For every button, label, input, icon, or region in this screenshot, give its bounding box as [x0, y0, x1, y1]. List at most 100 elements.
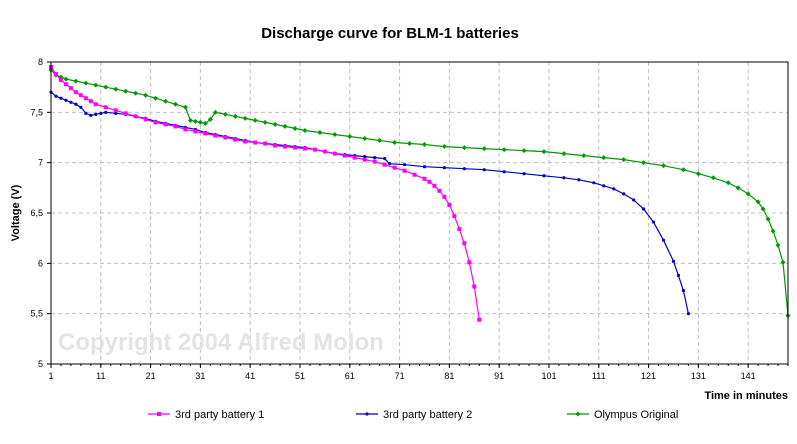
data-point [252, 117, 258, 123]
data-point [457, 227, 462, 232]
data-point [363, 155, 367, 159]
data-point [332, 131, 338, 137]
data-point [477, 317, 482, 322]
data-point [680, 167, 686, 173]
data-point [302, 146, 307, 151]
data-point [253, 140, 258, 145]
data-point [262, 119, 268, 125]
data-point [760, 206, 766, 212]
data-point [123, 88, 129, 94]
data-point [382, 162, 387, 167]
x-tick-label: 21 [146, 371, 156, 381]
data-point [575, 411, 581, 417]
data-point [501, 147, 507, 153]
data-point [745, 191, 751, 197]
data-point [64, 98, 68, 102]
data-point [352, 155, 357, 160]
axis-labels: 1 11 21 31 41 51 61 71 81 91 101 111 121 131 14155,566… [30, 57, 789, 381]
y-tick-label: 6,5 [30, 208, 43, 218]
data-point [302, 127, 308, 133]
data-point [427, 179, 432, 184]
data-point [755, 199, 761, 205]
data-point [686, 312, 691, 316]
data-point [447, 202, 452, 207]
data-point [602, 184, 606, 188]
series-2 [49, 90, 691, 316]
data-point [695, 171, 701, 177]
data-point [213, 133, 218, 138]
data-point [222, 111, 228, 117]
data-point [113, 108, 118, 113]
data-point [73, 90, 78, 95]
x-tick-label: 111 [592, 371, 606, 381]
data-point [273, 143, 278, 148]
data-point [283, 144, 288, 149]
data-point [83, 80, 89, 86]
x-tick-label: 101 [541, 371, 556, 381]
data-point [347, 133, 353, 139]
data-point [263, 141, 268, 146]
data-point [482, 168, 486, 172]
data-point [676, 273, 681, 278]
data-point [292, 125, 298, 131]
data-point [377, 138, 383, 144]
data-point [332, 151, 337, 156]
data-point [123, 111, 128, 116]
data-point [442, 194, 447, 199]
data-point [467, 260, 472, 265]
data-point [103, 105, 108, 110]
data-point [437, 188, 442, 193]
data-point [133, 90, 139, 96]
legend-label: 3rd party battery 2 [383, 409, 472, 421]
data-point [481, 146, 487, 152]
data-point [93, 82, 99, 88]
data-point [233, 137, 238, 142]
data-point [143, 117, 148, 122]
data-point [422, 165, 427, 169]
data-point [661, 163, 667, 169]
data-point [63, 82, 68, 87]
chart-title: Discharge curve for BLM-1 batteries [261, 25, 519, 42]
data-point [78, 93, 83, 98]
data-point [765, 216, 771, 222]
data-point [212, 109, 218, 115]
data-point [577, 178, 581, 182]
data-point [104, 110, 108, 114]
data-point [710, 175, 716, 181]
data-point [172, 101, 178, 107]
data-point [651, 220, 656, 224]
legend-item: 3rd party battery 2 [356, 409, 472, 421]
data-point [462, 167, 466, 171]
data-point [542, 174, 546, 178]
data-point [632, 198, 636, 202]
data-point [153, 95, 159, 101]
data-point [114, 111, 118, 115]
data-point [183, 127, 188, 132]
data-point [143, 92, 149, 98]
data-point [242, 115, 248, 121]
data-point [362, 136, 368, 142]
data-point [775, 242, 781, 248]
data-point [522, 172, 526, 176]
y-axis-label: Voltage (V) [10, 184, 22, 241]
x-tick-label: 51 [295, 371, 305, 381]
data-point [612, 187, 616, 191]
data-point [73, 78, 79, 84]
data-point [671, 259, 676, 263]
data-point [94, 112, 98, 116]
x-tick-label: 61 [345, 371, 355, 381]
x-tick-label: 11 [96, 371, 105, 381]
x-axis-label: Time in minutes [704, 390, 788, 402]
series-line [50, 66, 480, 320]
data-point [202, 120, 208, 126]
data-point [79, 105, 83, 109]
data-point [163, 122, 168, 127]
legend-item: 3rd party battery 1 [148, 409, 264, 421]
series-1 [49, 65, 482, 322]
x-tick-label: 131 [691, 371, 706, 381]
data-point [365, 412, 369, 416]
data-point [207, 116, 213, 122]
data-point [412, 172, 417, 177]
copyright-watermark: Copyright 2004 Alfred Molon [58, 329, 384, 356]
